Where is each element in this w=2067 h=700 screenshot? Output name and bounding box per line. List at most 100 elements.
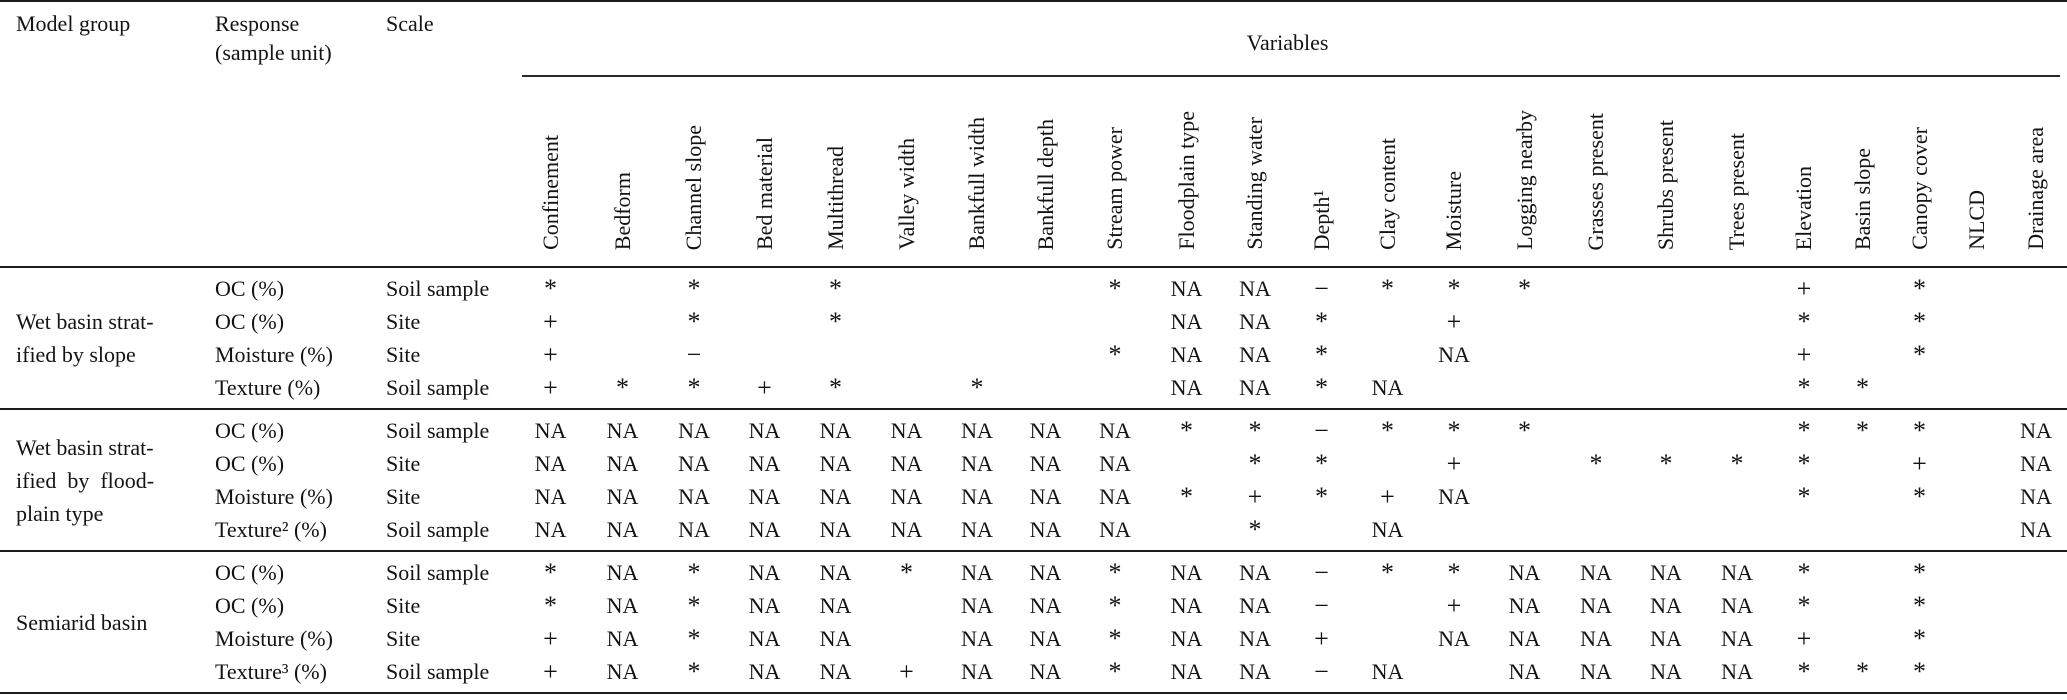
value-cell-bankfull-width: NA <box>961 626 993 651</box>
value-cell-bed-material: NA <box>748 517 781 542</box>
column-multithread: Multithread <box>800 80 871 250</box>
value-cell-floodplain-type: NA <box>1170 375 1203 400</box>
value-cell-multithread: NA <box>819 484 852 509</box>
value-cell-basin-slope: * <box>1856 657 1869 686</box>
model-group-label: Wet basin strat- ified by flood- plain t… <box>16 434 155 526</box>
column-channel-slope: Channel slope <box>659 80 729 250</box>
value-cell-confinement: * <box>544 274 557 303</box>
value-cell-bankfull-depth: NA <box>1029 560 1062 585</box>
value-cell-depth: − <box>1314 558 1329 587</box>
scale-cell: Soil sample <box>386 659 490 684</box>
value-cell-trees-present <box>1701 414 1773 447</box>
column-header-label: Bedform <box>609 171 635 250</box>
value-cell-channel-slope: − <box>686 340 702 369</box>
value-cell-canopy-cover: * <box>1913 416 1926 445</box>
value-cell-trees-present <box>1701 513 1773 546</box>
column-header-label: Logging nearby <box>1511 110 1537 250</box>
column-moisture: Moisture <box>1420 80 1488 250</box>
column-logging-nearby: Logging nearby <box>1488 80 1561 250</box>
value-cell-grasses-present <box>1561 414 1631 447</box>
value-cell-valley-width <box>871 305 942 338</box>
value-cell-multithread: * <box>829 274 842 303</box>
value-cell-valley-width <box>871 272 942 305</box>
column-confinement: Confinement <box>515 80 586 250</box>
value-cell-canopy-cover: * <box>1913 624 1926 653</box>
value-cell-bedform: NA <box>606 484 639 509</box>
scale-cell: Site <box>386 342 421 367</box>
value-cell-shrubs-present: NA <box>1650 560 1682 585</box>
value-cell-canopy-cover: * <box>1913 482 1926 511</box>
header-model-group: Model group <box>16 11 131 36</box>
response-cell: OC (%) <box>215 309 285 334</box>
value-cell-confinement: NA <box>534 451 567 476</box>
value-cell-floodplain-type: NA <box>1170 342 1203 367</box>
value-cell-elevation: * <box>1797 657 1811 686</box>
value-cell-basin-slope <box>1835 305 1890 338</box>
value-cell-clay-content <box>1355 305 1420 338</box>
value-cell-channel-slope: NA <box>678 517 710 542</box>
value-cell-clay-content <box>1355 338 1420 371</box>
model-group-label: Wet basin strat- ified by slope <box>16 309 154 367</box>
value-cell-stream-power: * <box>1108 657 1122 686</box>
value-cell-nlcd <box>1949 513 2005 546</box>
scale-cell: Site <box>386 593 421 618</box>
value-cell-bankfull-depth: NA <box>1029 451 1062 476</box>
value-cell-depth <box>1288 513 1355 546</box>
value-cell-trees-present <box>1701 338 1773 371</box>
value-cell-elevation <box>1773 513 1835 546</box>
value-cell-nlcd <box>1949 272 2005 305</box>
table-header: Model group Response (sample unit) Scale… <box>0 2 2067 268</box>
value-cell-drainage-area <box>2005 272 2067 305</box>
value-cell-channel-slope: NA <box>678 451 710 476</box>
value-cell-basin-slope: * <box>1856 373 1869 402</box>
column-header-label: Standing water <box>1242 117 1267 250</box>
value-cell-drainage-area <box>2005 622 2067 655</box>
column-shrubs-present: Shrubs present <box>1631 80 1701 250</box>
value-cell-drainage-area <box>2005 556 2067 589</box>
column-header-label: Floodplain type <box>1173 111 1199 250</box>
value-cell-bed-material: + <box>757 373 772 402</box>
column-floodplain-type: Floodplain type <box>1151 80 1222 250</box>
value-cell-elevation: * <box>1797 307 1811 336</box>
response-cell: Moisture (%) <box>215 484 333 509</box>
value-cell-clay-content: NA <box>1371 659 1404 684</box>
response-cell: OC (%) <box>215 560 285 585</box>
value-cell-standing-water: NA <box>1239 276 1271 301</box>
column-header-label: Confinement <box>537 135 563 250</box>
value-cell-confinement: + <box>543 340 558 369</box>
value-cell-grasses-present: NA <box>1580 626 1612 651</box>
value-cell-bankfull-depth <box>1012 371 1079 404</box>
column-depth: Depth¹ <box>1288 80 1355 250</box>
value-cell-bedform: NA <box>606 451 639 476</box>
value-cell-confinement: + <box>543 373 558 402</box>
value-cell-drainage-area <box>2005 338 2067 371</box>
value-cell-nlcd <box>1949 480 2005 513</box>
value-cell-drainage-area: NA <box>2020 517 2052 542</box>
value-cell-nlcd <box>1949 589 2005 622</box>
column-trees-present: Trees present <box>1701 80 1773 250</box>
value-cell-confinement: NA <box>534 418 567 443</box>
value-cell-logging-nearby <box>1488 480 1561 513</box>
value-cell-stream-power: * <box>1108 624 1122 653</box>
value-cell-bed-material: NA <box>748 451 781 476</box>
column-valley-width: Valley width <box>871 80 942 250</box>
value-cell-valley-width <box>871 338 942 371</box>
value-cell-shrubs-present: NA <box>1650 626 1682 651</box>
value-cell-logging-nearby <box>1488 338 1561 371</box>
value-cell-clay-content: * <box>1381 274 1394 303</box>
value-cell-moisture: + <box>1446 591 1462 620</box>
value-cell-multithread: * <box>829 373 842 402</box>
model-group-label: Semiarid basin <box>16 609 148 635</box>
value-cell-floodplain-type: NA <box>1170 309 1203 334</box>
value-cell-shrubs-present <box>1631 272 1701 305</box>
value-cell-bedform: NA <box>606 418 639 443</box>
header-scale: Scale <box>386 11 434 36</box>
value-cell-confinement: * <box>544 558 557 587</box>
value-cell-standing-water: * <box>1248 515 1262 544</box>
value-cell-channel-slope: * <box>687 307 701 336</box>
value-cell-bankfull-depth: NA <box>1029 626 1062 651</box>
value-cell-depth: − <box>1314 416 1329 445</box>
value-cell-bankfull-depth <box>1012 272 1079 305</box>
value-cell-bed-material: NA <box>748 659 781 684</box>
value-cell-channel-slope: * <box>687 624 701 653</box>
